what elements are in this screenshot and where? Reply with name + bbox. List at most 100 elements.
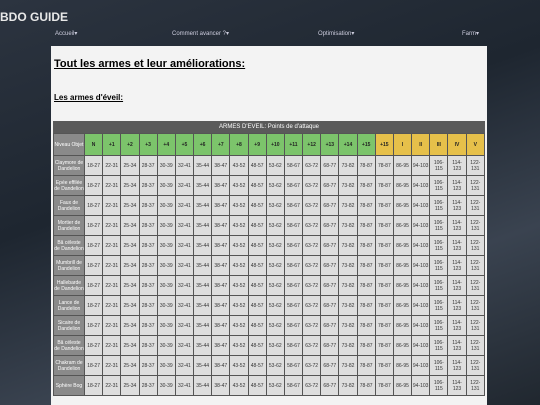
column-header: Niveau Objet — [53, 133, 85, 156]
table-cell: 94-103 — [411, 315, 431, 336]
table-row: Sphère Bog 18-27 22-31 25-34 28-37 30-39 32-41… — [53, 375, 486, 396]
column-header: +7 — [211, 133, 231, 156]
table-cell: 63-72 — [302, 315, 322, 336]
nav-item[interactable]: Farm▾ — [462, 31, 480, 37]
table-cell: 58-67 — [283, 255, 304, 276]
nav-item[interactable]: Comment avancer ?▾ — [172, 31, 230, 37]
nav-item[interactable]: Optimisation▾ — [318, 31, 355, 37]
table-cell: 22-31 — [102, 335, 122, 356]
table-cell: 32-41 — [174, 335, 195, 356]
table-cell: 106-115 — [429, 175, 449, 196]
table-cell: 78-87 — [374, 335, 394, 356]
table-cell: 48-57 — [247, 195, 267, 216]
table-cell: 18-27 — [83, 155, 104, 176]
table-cell: 32-41 — [174, 215, 195, 236]
table-cell: 18-27 — [83, 375, 104, 396]
table-row: Mortier de Dandelion 18-27 22-31 25-34 28-37… — [53, 215, 486, 236]
table-cell: 63-72 — [302, 295, 322, 316]
table-cell: 32-41 — [174, 275, 195, 296]
table-cell: 43-52 — [229, 235, 249, 256]
row-label: Mumbrill de Dandelion — [53, 255, 85, 276]
table-cell: 18-27 — [83, 255, 104, 276]
column-header: +3 — [138, 133, 158, 156]
table-cell: 18-27 — [83, 335, 104, 356]
table-cell: 43-52 — [229, 255, 249, 276]
table-cell: 58-67 — [283, 315, 304, 336]
column-header: II — [411, 133, 431, 156]
table-cell: 53-62 — [265, 175, 285, 196]
table-cell: 94-103 — [411, 215, 431, 236]
row-label: Hallebarde de Dandelion — [53, 275, 85, 296]
table-cell: 86-95 — [392, 255, 413, 276]
table-cell: 25-34 — [120, 295, 140, 316]
table-cell: 48-57 — [247, 295, 267, 316]
table-cell: 22-31 — [102, 375, 122, 396]
row-label: Faux de Dandelion — [53, 195, 85, 216]
table-cell: 53-62 — [265, 155, 285, 176]
table-cell: 78-87 — [374, 235, 394, 256]
table-cell: 48-57 — [247, 335, 267, 356]
table-cell: 78-87 — [356, 235, 376, 256]
row-label: Lance de Dandelion — [53, 295, 85, 316]
nav-bar: Accueil▾ Comment avancer ?▾ Optimisation▾ F… — [0, 28, 540, 42]
table-cell: 114-123 — [447, 355, 467, 376]
table-cell: 114-123 — [447, 155, 467, 176]
table-cell: 86-95 — [392, 215, 413, 236]
table-cell: 28-37 — [138, 275, 158, 296]
table-row: Bâ céleste de Dandelion 18-27 22-31 25-34 28… — [53, 235, 486, 256]
table-cell: 114-123 — [447, 255, 467, 276]
table-cell: 63-72 — [302, 215, 322, 236]
table-cell: 35-44 — [193, 295, 213, 316]
table-cell: 18-27 — [83, 195, 104, 216]
table-cell: 63-72 — [302, 175, 322, 196]
table-cell: 73-82 — [338, 295, 358, 316]
table-cell: 86-95 — [392, 155, 413, 176]
site-title[interactable]: BDO GUIDE — [0, 10, 69, 24]
table-cell: 58-67 — [283, 335, 304, 356]
table-cell: 58-67 — [283, 175, 304, 196]
table-cell: 114-123 — [447, 235, 467, 256]
table-cell: 73-82 — [338, 175, 358, 196]
table-cell: 35-44 — [193, 255, 213, 276]
column-header: +13 — [320, 133, 340, 156]
table-cell: 114-123 — [447, 375, 467, 396]
table-cell: 28-37 — [138, 375, 158, 396]
table-cell: 94-103 — [411, 335, 431, 356]
table-cell: 73-82 — [338, 355, 358, 376]
table-row: Epée effilée de Dandelion 18-27 22-31 25-34… — [53, 175, 486, 196]
table-cell: 68-77 — [320, 335, 340, 356]
table-cell: 78-87 — [374, 375, 394, 396]
table-cell: 32-41 — [174, 175, 195, 196]
table-cell: 28-37 — [138, 355, 158, 376]
table-cell: 63-72 — [302, 255, 322, 276]
table-cell: 18-27 — [83, 175, 104, 196]
table-cell: 114-123 — [447, 275, 467, 296]
column-header: +1 — [102, 133, 122, 156]
table-cell: 30-39 — [156, 215, 176, 236]
table-cell: 86-95 — [392, 175, 413, 196]
table-cell: 18-27 — [83, 215, 104, 236]
table-cell: 114-123 — [447, 195, 467, 216]
table-cell: 28-37 — [138, 195, 158, 216]
table-cell: 122-131 — [465, 315, 486, 336]
table-cell: 122-131 — [465, 295, 486, 316]
table-cell: 38-47 — [211, 175, 231, 196]
table-cell: 78-87 — [356, 275, 376, 296]
row-label: Bâ céleste de Dandelion — [53, 235, 85, 256]
table-cell: 63-72 — [302, 355, 322, 376]
table-cell: 32-41 — [174, 155, 195, 176]
table-cell: 43-52 — [229, 275, 249, 296]
table-cell: 73-82 — [338, 315, 358, 336]
nav-item[interactable]: Accueil▾ — [55, 31, 78, 37]
table-cell: 38-47 — [211, 355, 231, 376]
table-cell: 78-87 — [374, 295, 394, 316]
table-cell: 48-57 — [247, 275, 267, 296]
column-header: +11 — [283, 133, 304, 156]
table-cell: 78-87 — [356, 375, 376, 396]
table-cell: 38-47 — [211, 235, 231, 256]
table-cell: 53-62 — [265, 375, 285, 396]
column-header: +9 — [247, 133, 267, 156]
table-cell: 30-39 — [156, 375, 176, 396]
table-cell: 32-41 — [174, 295, 195, 316]
